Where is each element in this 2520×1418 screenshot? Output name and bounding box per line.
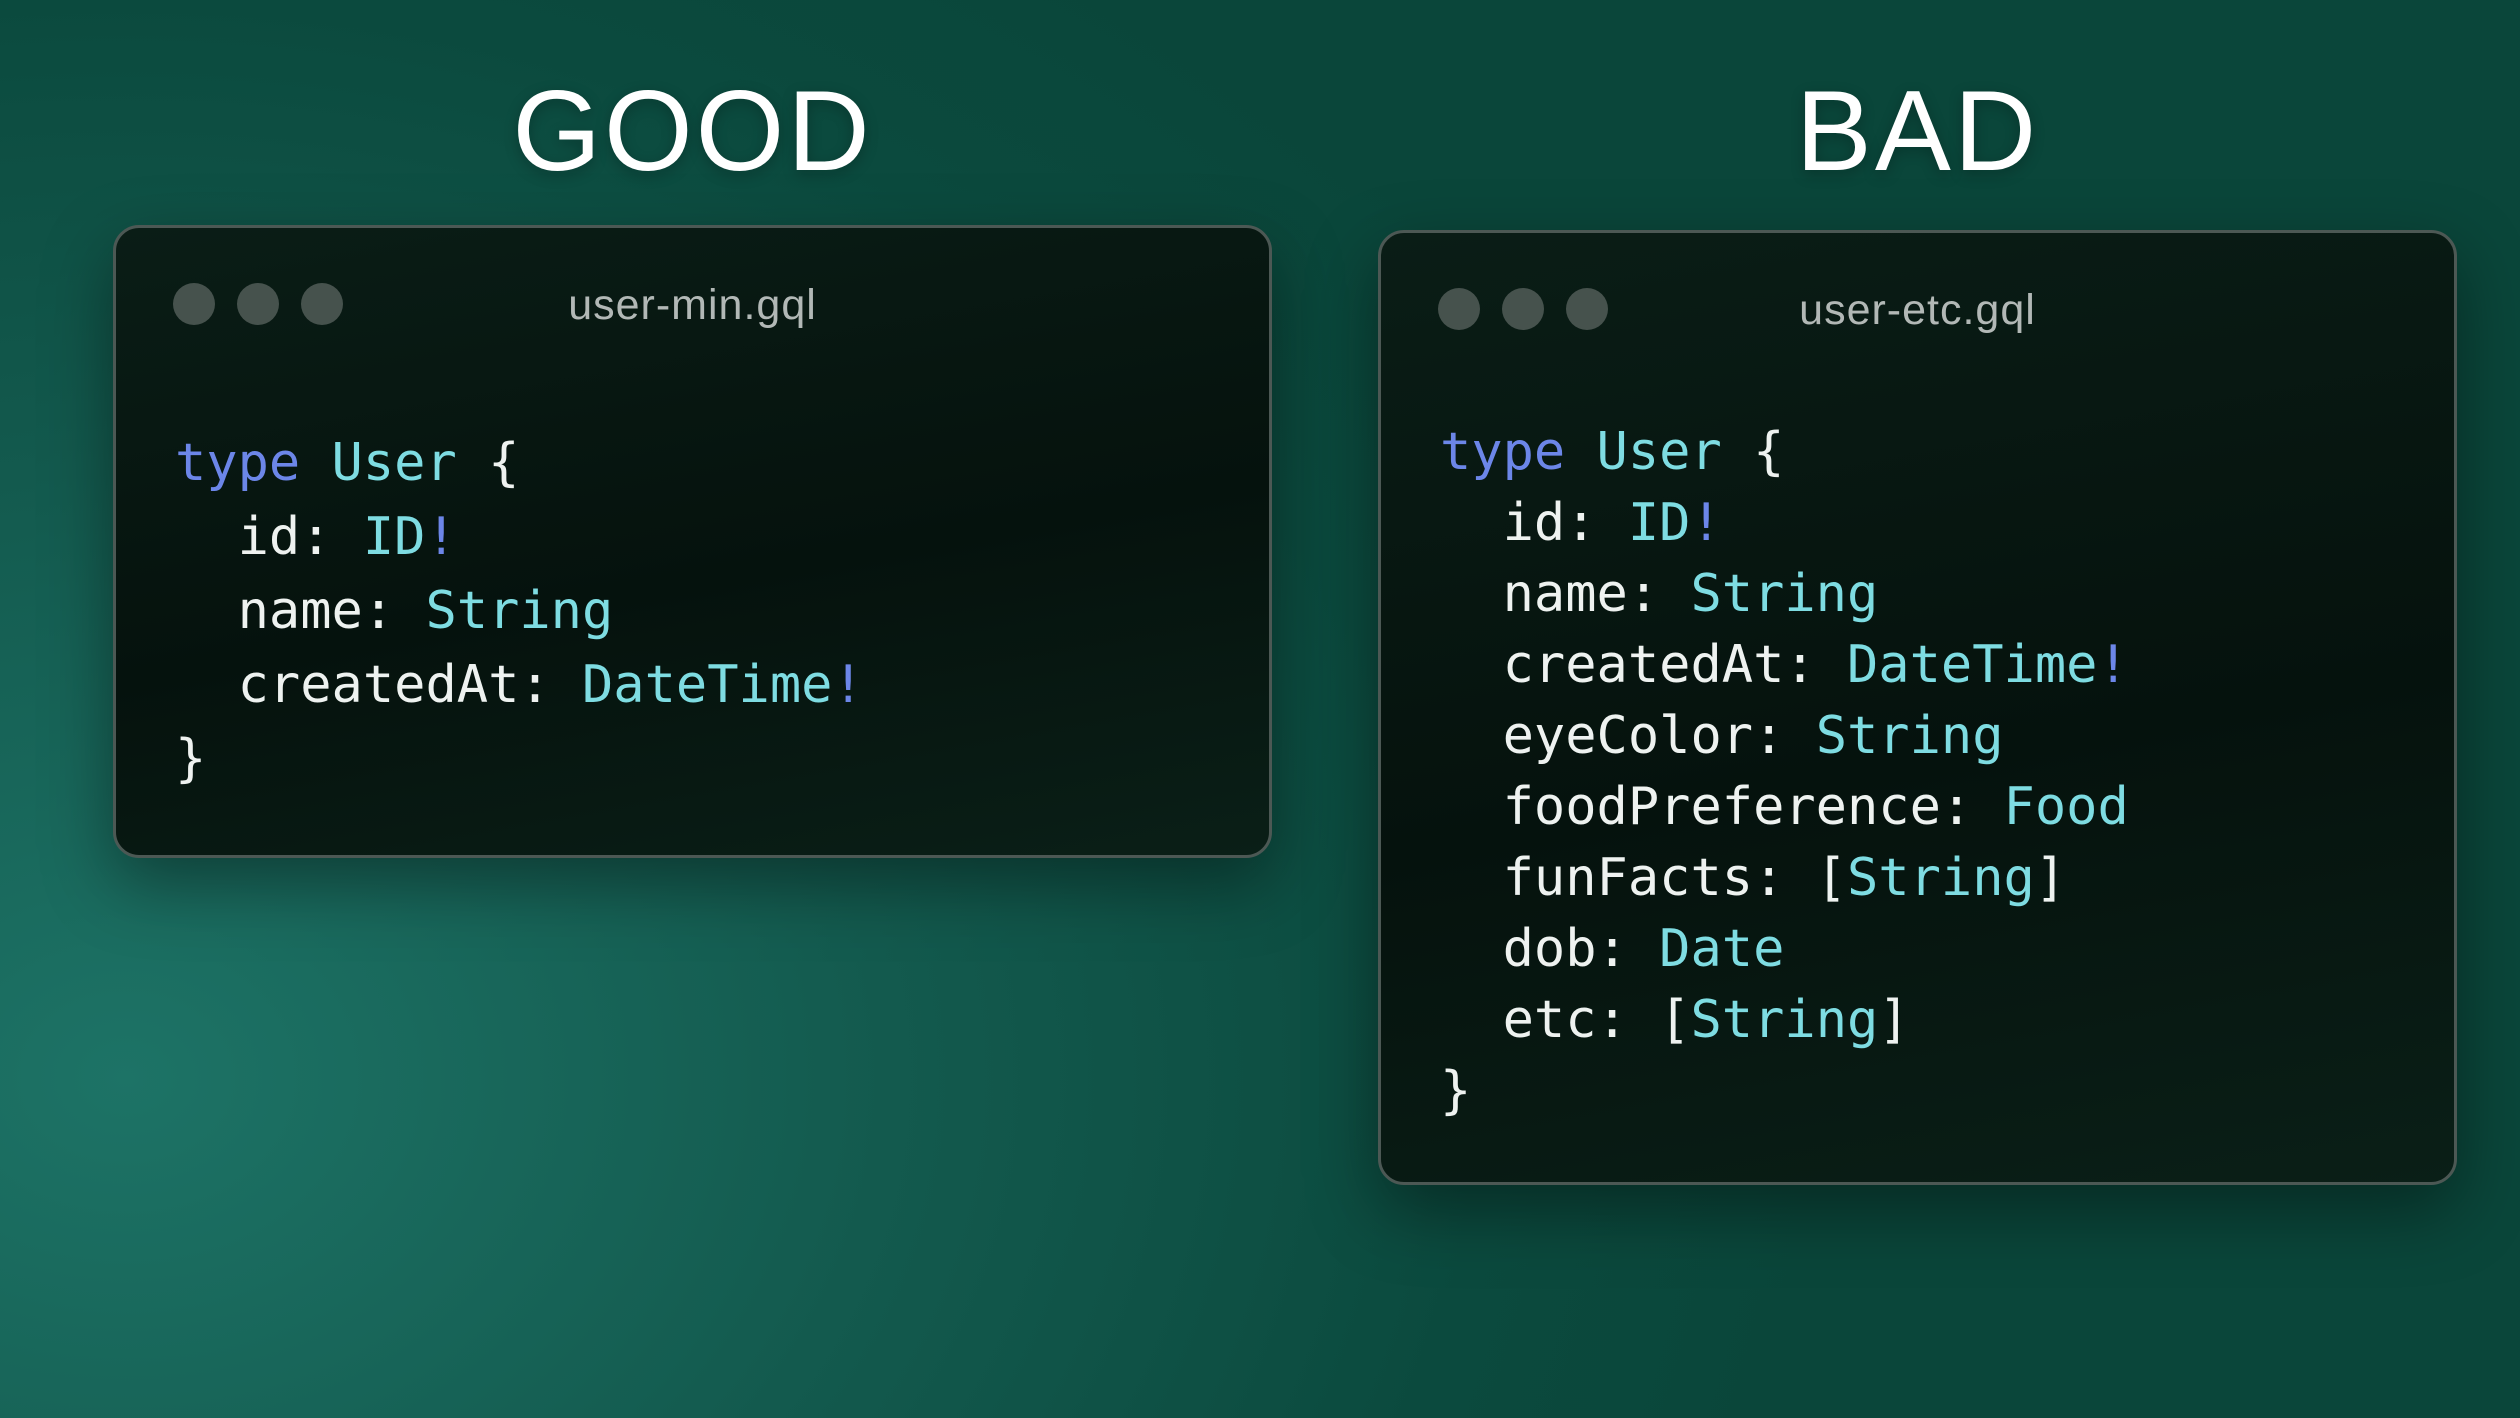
code-token: createdAt:: [1440, 635, 1847, 695]
window-control-dot-icon: [173, 283, 215, 325]
code-token: Date: [1659, 919, 1785, 979]
code-window-user-min: user-min.gql type User { id: ID! name: S…: [113, 225, 1272, 858]
code-line: createdAt: DateTime!: [175, 648, 1249, 722]
window-controls: [1438, 288, 1608, 330]
code-token: funFacts:: [1440, 848, 1816, 908]
code-token: eyeColor:: [1440, 706, 1816, 766]
code-token: String: [1815, 706, 2004, 766]
code-token: }: [1440, 1061, 1472, 1121]
code-line: foodPreference: Food: [1440, 772, 2434, 843]
code-token: String: [425, 581, 614, 641]
code-token: ]: [1878, 990, 1910, 1050]
window-controls: [173, 283, 343, 325]
window-titlebar: user-min.gql: [116, 228, 1269, 358]
code-token: id:: [175, 507, 363, 567]
window-control-dot-icon: [1502, 288, 1544, 330]
code-token: type: [175, 433, 301, 493]
code-line: funFacts: [String]: [1440, 843, 2434, 914]
code-token: [1565, 422, 1596, 482]
code-token: [: [1659, 990, 1691, 1050]
code-token: !: [832, 655, 864, 715]
code-window-user-etc: user-etc.gql type User { id: ID! name: S…: [1378, 230, 2457, 1185]
code-token: {: [456, 433, 520, 493]
code-line: id: ID!: [1440, 488, 2434, 559]
code-token: !: [425, 507, 457, 567]
code-line: name: String: [1440, 559, 2434, 630]
code-token: String: [1690, 990, 1879, 1050]
code-token: ID: [1627, 493, 1691, 553]
code-token: foodPreference:: [1440, 777, 2004, 837]
code-line: dob: Date: [1440, 914, 2434, 985]
window-title: user-min.gql: [568, 281, 817, 329]
code-token: !: [1690, 493, 1722, 553]
window-control-dot-icon: [237, 283, 279, 325]
code-token: ID: [362, 507, 426, 567]
heading-bad: BAD: [1795, 68, 2040, 195]
code-token: [300, 433, 331, 493]
window-control-dot-icon: [1566, 288, 1608, 330]
code-token: DateTime: [1847, 635, 2098, 695]
code-token: User: [331, 433, 457, 493]
code-token: !: [2097, 635, 2129, 695]
code-token: User: [1596, 422, 1722, 482]
code-token: createdAt:: [175, 655, 582, 715]
code-snippet-bad: type User { id: ID! name: String created…: [1440, 417, 2434, 1127]
code-token: DateTime: [582, 655, 833, 715]
code-line: type User {: [175, 426, 1249, 500]
code-snippet-good: type User { id: ID! name: String created…: [175, 426, 1249, 796]
code-line: type User {: [1440, 417, 2434, 488]
code-token: Food: [2003, 777, 2129, 837]
code-token: type: [1440, 422, 1566, 482]
code-token: String: [1690, 564, 1879, 624]
window-titlebar: user-etc.gql: [1381, 233, 2454, 363]
code-token: name:: [175, 581, 426, 641]
code-token: name:: [1440, 564, 1691, 624]
window-control-dot-icon: [1438, 288, 1480, 330]
code-token: String: [1847, 848, 2035, 908]
code-token: dob:: [1440, 919, 1660, 979]
code-token: }: [175, 729, 207, 789]
window-title: user-etc.gql: [1799, 286, 2036, 334]
code-line: }: [175, 722, 1249, 796]
window-control-dot-icon: [301, 283, 343, 325]
heading-good: GOOD: [512, 68, 873, 195]
code-token: etc:: [1440, 990, 1660, 1050]
code-token: ]: [2034, 848, 2067, 908]
code-line: id: ID!: [175, 500, 1249, 574]
code-line: name: String: [175, 574, 1249, 648]
code-token: [: [1815, 848, 1847, 908]
code-token: id:: [1440, 493, 1628, 553]
code-token: {: [1721, 422, 1785, 482]
code-line: etc: [String]: [1440, 985, 2434, 1056]
code-line: eyeColor: String: [1440, 701, 2434, 772]
code-line: }: [1440, 1056, 2434, 1127]
code-line: createdAt: DateTime!: [1440, 630, 2434, 701]
